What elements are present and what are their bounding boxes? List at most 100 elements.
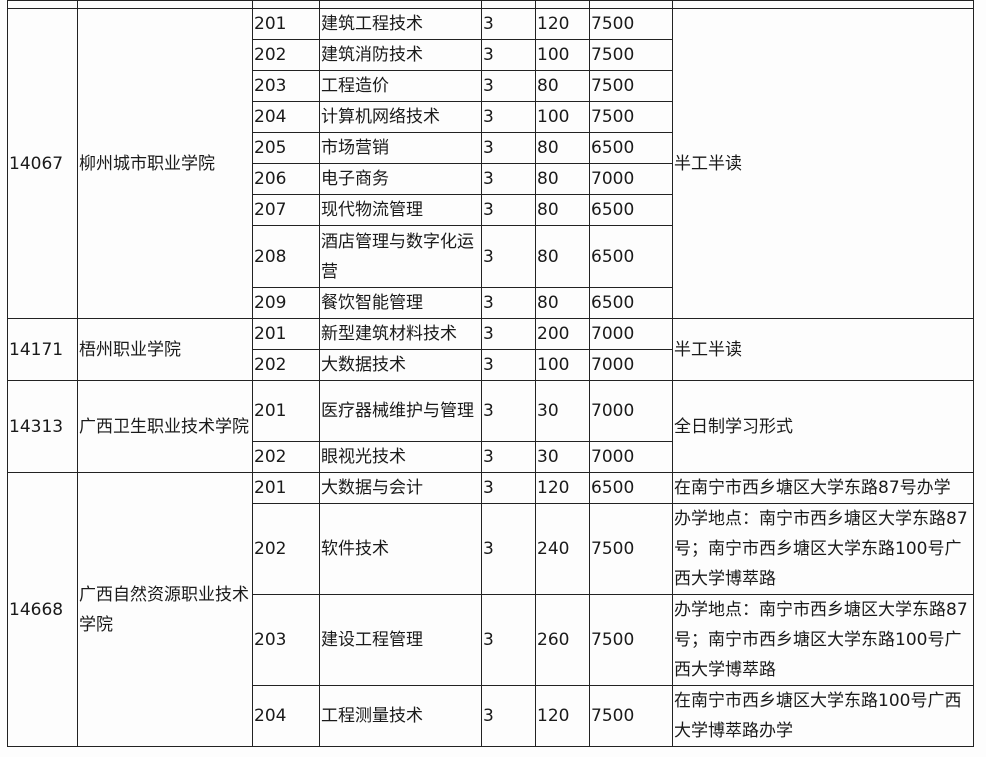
table-row: 206 电子商务 3 80 7000 — [8, 163, 974, 195]
program-code: 208 — [252, 225, 320, 288]
table-row: 207 现代物流管理 3 80 6500 — [8, 194, 974, 226]
program-code: 205 — [252, 132, 320, 164]
table-row: 14313 广西卫生职业技术学院 201 医疗器械维护与管理 3 30 7000 全日制学习形… — [7, 380, 974, 473]
study-years: 3 — [481, 318, 536, 350]
remark: 全日制学习形式 — [672, 380, 974, 473]
study-years: 3 — [481, 594, 536, 686]
major-name: 眼视光技术 — [319, 441, 482, 473]
enrollment-plan: 100 — [535, 39, 590, 71]
program-code: 201 — [252, 380, 320, 442]
institution-name: 广西自然资源职业技术学院 — [77, 472, 253, 747]
table-row: 204 工程测量技术 3 120 7500 在南宁市西乡塘区大学东路100号广西大学博萃路… — [8, 685, 974, 747]
table-row: 202 软件技术 3 240 7500 办学地点：南宁市西乡塘区大学东路87号；南宁市西乡… — [8, 503, 974, 595]
table-row: 204 计算机网络技术 3 100 7500 — [8, 101, 974, 133]
program-code: 209 — [252, 287, 320, 319]
major-name: 电子商务 — [319, 163, 482, 195]
enrollment-plan: 30 — [535, 380, 590, 442]
table-row: 202 建筑消防技术 3 100 7500 — [8, 39, 974, 71]
study-years: 3 — [481, 163, 536, 195]
major-name: 建筑消防技术 — [319, 39, 482, 71]
major-name: 新型建筑材料技术 — [319, 318, 482, 350]
program-code: 203 — [252, 70, 320, 102]
table-row: 14171 梧州职业学院 201 新型建筑材料技术 3 200 7000 半工半读 — [7, 318, 974, 381]
enrollment-plan: 80 — [535, 287, 590, 319]
tuition-fee: 6500 — [589, 472, 673, 504]
tuition-fee: 7500 — [589, 39, 673, 71]
remark: 半工半读 — [672, 318, 974, 381]
institution-name: 梧州职业学院 — [77, 318, 253, 381]
table-row: 14668 广西自然资源职业技术学院 201 大数据与会计 3 120 6500 在南宁市西乡… — [7, 472, 974, 747]
major-name: 工程测量技术 — [319, 685, 482, 747]
study-years: 3 — [481, 132, 536, 164]
tuition-fee: 6500 — [589, 287, 673, 319]
tuition-fee: 7000 — [589, 163, 673, 195]
study-years: 3 — [481, 441, 536, 473]
institution-code: 14171 — [7, 318, 78, 381]
tuition-fee: 7000 — [589, 349, 673, 381]
tuition-fee: 7500 — [589, 503, 673, 595]
tuition-fee: 7500 — [589, 594, 673, 686]
tuition-fee: 7500 — [589, 8, 673, 40]
remark: 办学地点：南宁市西乡塘区大学东路87号；南宁市西乡塘区大学东路100号广西大学博… — [672, 594, 974, 686]
major-name: 软件技术 — [319, 503, 482, 595]
table-row: 203 建设工程管理 3 260 7500 办学地点：南宁市西乡塘区大学东路87号；南宁市… — [8, 594, 974, 686]
enrollment-plan: 80 — [535, 194, 590, 226]
remark: 在南宁市西乡塘区大学东路100号广西大学博萃路办学 — [672, 685, 974, 747]
program-code: 203 — [252, 594, 320, 686]
table-row: 202 眼视光技术 3 30 7000 — [8, 441, 974, 473]
tuition-fee: 7000 — [589, 441, 673, 473]
study-years: 3 — [481, 39, 536, 71]
institution-name: 广西卫生职业技术学院 — [77, 380, 253, 473]
major-name: 市场营销 — [319, 132, 482, 164]
study-years: 3 — [481, 472, 536, 504]
enrollment-table: 14067 柳州城市职业学院 201 建筑工程技术 3 120 7500 半工半读 202 建筑消… — [7, 0, 974, 747]
institution-code: 14313 — [7, 380, 78, 473]
institution-code: 14067 — [7, 8, 78, 319]
tuition-fee: 6500 — [589, 225, 673, 288]
tuition-fee: 7000 — [589, 380, 673, 442]
major-name: 工程造价 — [319, 70, 482, 102]
major-name: 酒店管理与数字化运营 — [319, 225, 482, 288]
enrollment-plan: 100 — [535, 349, 590, 381]
study-years: 3 — [481, 503, 536, 595]
program-code: 202 — [252, 441, 320, 473]
major-name: 建设工程管理 — [319, 594, 482, 686]
enrollment-plan: 80 — [535, 225, 590, 288]
table-row: 203 工程造价 3 80 7500 — [8, 70, 974, 102]
program-code: 202 — [252, 39, 320, 71]
enrollment-plan: 260 — [535, 594, 590, 686]
table-row: 205 市场营销 3 80 6500 — [8, 132, 974, 164]
major-name: 餐饮智能管理 — [319, 287, 482, 319]
study-years: 3 — [481, 287, 536, 319]
remark: 在南宁市西乡塘区大学东路87号办学 — [672, 472, 974, 504]
table-row: 202 大数据技术 3 100 7000 — [8, 349, 974, 381]
table-row: 208 酒店管理与数字化运营 3 80 6500 — [8, 225, 974, 288]
program-code: 201 — [252, 8, 320, 40]
enrollment-plan: 120 — [535, 8, 590, 40]
program-code: 202 — [252, 349, 320, 381]
study-years: 3 — [481, 8, 536, 40]
tuition-fee: 7000 — [589, 318, 673, 350]
major-name: 大数据与会计 — [319, 472, 482, 504]
study-years: 3 — [481, 685, 536, 747]
program-code: 207 — [252, 194, 320, 226]
table-row: 209 餐饮智能管理 3 80 6500 — [8, 287, 974, 319]
program-code: 201 — [252, 318, 320, 350]
tuition-fee: 6500 — [589, 132, 673, 164]
enrollment-plan: 80 — [535, 70, 590, 102]
study-years: 3 — [481, 101, 536, 133]
program-code: 206 — [252, 163, 320, 195]
program-code: 201 — [252, 472, 320, 504]
program-code: 202 — [252, 503, 320, 595]
remark: 办学地点：南宁市西乡塘区大学东路87号；南宁市西乡塘区大学东路100号广西大学博… — [672, 503, 974, 595]
study-years: 3 — [481, 225, 536, 288]
remark: 半工半读 — [672, 8, 974, 319]
study-years: 3 — [481, 349, 536, 381]
major-name: 医疗器械维护与管理 — [319, 380, 482, 442]
enrollment-plan: 240 — [535, 503, 590, 595]
major-name: 现代物流管理 — [319, 194, 482, 226]
enrollment-plan: 120 — [535, 685, 590, 747]
tuition-fee: 7500 — [589, 70, 673, 102]
enrollment-plan: 200 — [535, 318, 590, 350]
study-years: 3 — [481, 380, 536, 442]
